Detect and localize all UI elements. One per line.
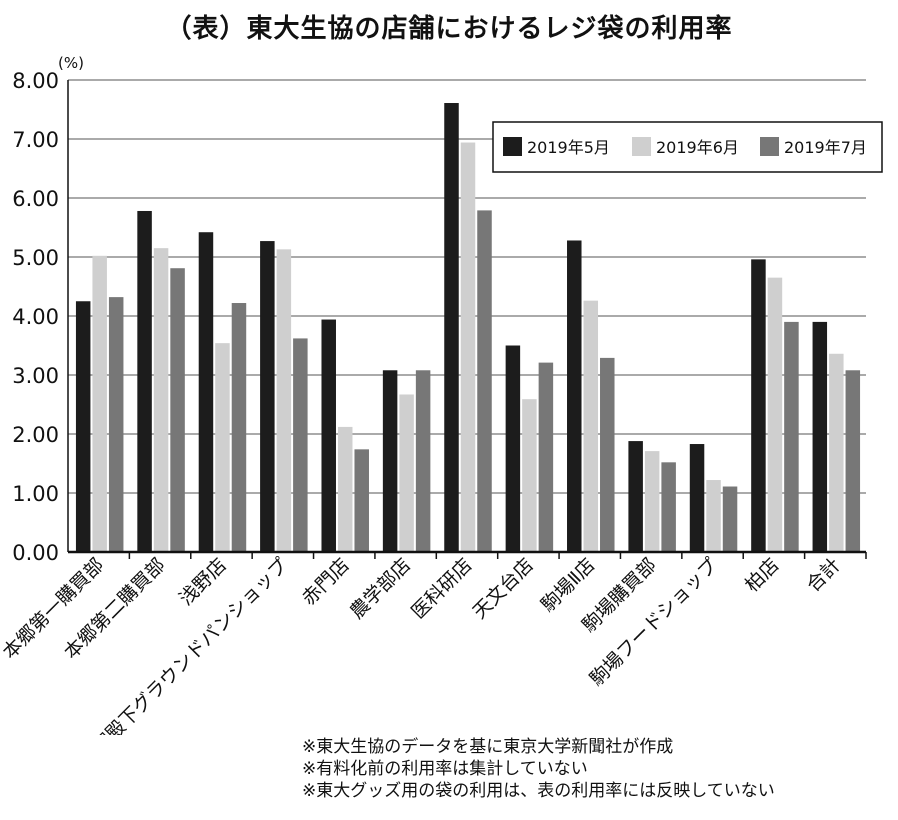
x-category-label: 駒場Ⅱ店 bbox=[537, 554, 599, 616]
bar bbox=[137, 210, 152, 553]
bar bbox=[382, 370, 398, 552]
bar bbox=[198, 232, 214, 552]
bar bbox=[600, 357, 615, 552]
bar bbox=[444, 103, 459, 552]
legend-box bbox=[492, 121, 883, 173]
bar bbox=[215, 343, 230, 552]
y-tick-label: 4.00 bbox=[12, 305, 59, 329]
y-tick-label: 1.00 bbox=[12, 482, 59, 506]
footnote-source: ※東大生協のデータを基に東京大学新聞社が作成 bbox=[302, 737, 674, 757]
legend-label: 2019年7月 bbox=[784, 138, 867, 157]
x-category-label: 柏店 bbox=[741, 554, 783, 596]
bar bbox=[661, 462, 676, 552]
bar bbox=[153, 248, 169, 552]
bar bbox=[293, 338, 308, 552]
bar bbox=[276, 249, 292, 552]
footnote-scope: ※有料化前の利用率は集計していない bbox=[302, 759, 588, 779]
chart-title: （表）東大生協の店舗におけるレジ袋の利用率 bbox=[165, 14, 733, 44]
bar bbox=[460, 142, 476, 553]
bar bbox=[505, 345, 521, 552]
bar bbox=[477, 210, 492, 552]
bar bbox=[170, 268, 185, 552]
x-category-label: 浅野店 bbox=[175, 554, 231, 610]
bar bbox=[415, 370, 431, 552]
bar bbox=[628, 441, 643, 552]
bar bbox=[767, 277, 783, 552]
x-category-label: 天文台店 bbox=[469, 554, 538, 623]
bar bbox=[321, 319, 336, 552]
legend: 2019年5月 2019年6月 2019年7月 bbox=[492, 121, 883, 173]
x-category-label: 合計 bbox=[802, 554, 844, 596]
bar bbox=[829, 353, 844, 552]
bar bbox=[354, 449, 369, 552]
legend-label: 2019年5月 bbox=[527, 138, 610, 157]
y-tick-label: 7.00 bbox=[12, 128, 59, 152]
bar-chart: 0.001.002.003.004.005.006.007.008.00(%)本… bbox=[0, 54, 883, 735]
y-tick-label: 3.00 bbox=[12, 364, 59, 388]
bar bbox=[75, 301, 91, 552]
x-category-label: 医科研店 bbox=[407, 554, 476, 623]
bars bbox=[75, 103, 861, 553]
bar bbox=[583, 300, 599, 552]
bar bbox=[108, 297, 124, 552]
bar bbox=[689, 444, 705, 552]
y-tick-label: 5.00 bbox=[12, 246, 59, 270]
bar bbox=[845, 370, 861, 552]
bar bbox=[522, 399, 537, 552]
footnote-exclusion: ※東大グッズ用の袋の利用は、表の利用率には反映していない bbox=[302, 781, 775, 801]
x-category-label: 赤門店 bbox=[298, 554, 354, 610]
bar bbox=[399, 394, 414, 552]
bar bbox=[722, 486, 738, 552]
bar bbox=[567, 240, 582, 553]
x-category-label: 農学部店 bbox=[346, 554, 415, 623]
y-tick-label: 6.00 bbox=[12, 187, 59, 211]
legend-swatch bbox=[503, 137, 522, 156]
bar bbox=[644, 451, 660, 552]
legend-label: 2019年6月 bbox=[656, 138, 739, 157]
y-tick-label: 8.00 bbox=[12, 69, 59, 93]
y-tick-label: 0.00 bbox=[12, 541, 59, 565]
bar bbox=[812, 321, 828, 552]
bar bbox=[784, 321, 799, 552]
y-axis-unit-label: (%) bbox=[58, 54, 84, 72]
legend-swatch bbox=[760, 137, 779, 156]
bar bbox=[538, 362, 554, 552]
legend-swatch bbox=[632, 137, 651, 156]
y-tick-label: 2.00 bbox=[12, 423, 59, 447]
bar bbox=[337, 426, 353, 552]
bar bbox=[260, 241, 275, 552]
bar bbox=[706, 480, 721, 552]
bar bbox=[92, 255, 107, 552]
bar bbox=[751, 259, 766, 552]
bar bbox=[231, 303, 247, 552]
